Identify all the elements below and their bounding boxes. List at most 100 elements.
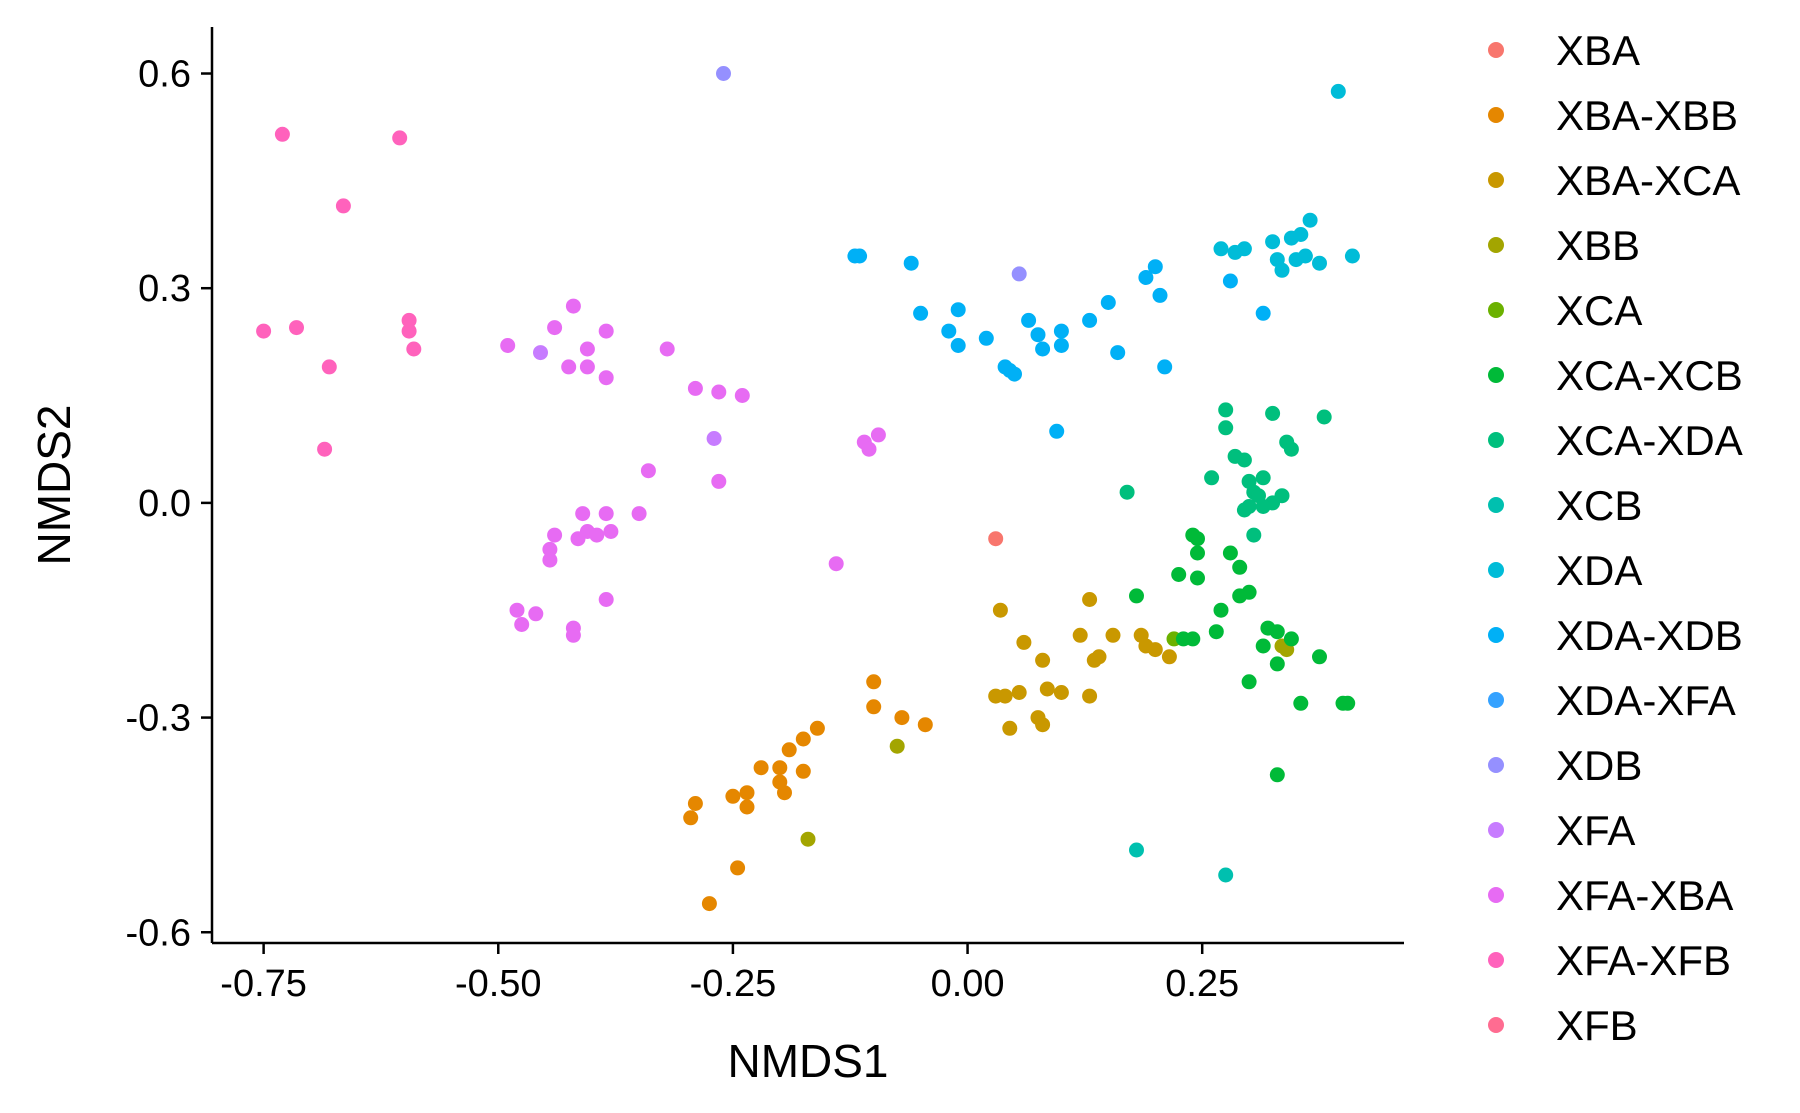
data-point — [809, 720, 825, 736]
legend-item: XFA — [1488, 807, 1635, 854]
data-point — [1204, 470, 1220, 486]
data-point — [861, 441, 877, 457]
data-point — [1110, 345, 1126, 361]
data-point — [1255, 638, 1271, 654]
data-point — [753, 760, 769, 776]
data-point — [1344, 248, 1360, 264]
data-point — [730, 860, 746, 876]
data-point — [1049, 423, 1065, 439]
data-point — [528, 606, 544, 622]
data-point — [777, 785, 792, 801]
data-point — [739, 799, 755, 815]
data-point — [711, 473, 727, 489]
data-point — [1035, 341, 1051, 357]
y-tick-label: 0.3 — [138, 268, 191, 310]
data-point — [659, 341, 675, 357]
y-ticks-layer: -0.6 -0.3 0.0 0.3 0.6 — [126, 54, 212, 954]
data-point — [701, 896, 717, 912]
data-point — [1035, 717, 1051, 733]
legend-item: XCA — [1488, 287, 1642, 334]
data-point — [1119, 484, 1135, 500]
legend: XBA XBA-XBB XBA-XCA XBB XCA XCA-XCB XCA-XDA XCB… — [1488, 27, 1743, 1049]
legend-item: XCA-XDA — [1488, 417, 1743, 464]
data-point — [1190, 570, 1205, 586]
data-point — [866, 699, 882, 715]
data-point — [500, 338, 516, 353]
legend-swatch — [1488, 432, 1504, 448]
data-point — [1269, 656, 1285, 672]
legend-item: XBA-XBB — [1488, 92, 1738, 139]
data-point — [739, 785, 755, 801]
data-point — [950, 338, 966, 353]
data-point — [997, 688, 1013, 704]
x-tick-label: -0.25 — [690, 963, 777, 1005]
data-point — [1138, 270, 1154, 285]
data-point — [1053, 685, 1069, 700]
data-point — [509, 602, 525, 618]
legend-swatch — [1488, 887, 1504, 903]
data-point — [1293, 227, 1309, 242]
legend-swatch — [1488, 497, 1504, 513]
legend-item: XBA-XCA — [1488, 157, 1740, 204]
data-point — [734, 388, 750, 403]
data-point — [1082, 312, 1098, 328]
data-point — [1312, 649, 1327, 665]
data-point — [575, 506, 591, 522]
legend-item: XBB — [1488, 222, 1640, 269]
data-point — [852, 248, 868, 264]
data-point — [406, 341, 422, 357]
legend-label: XDA-XFA — [1556, 677, 1736, 724]
data-point — [1082, 592, 1098, 607]
data-point — [1147, 259, 1163, 275]
data-point — [1232, 588, 1248, 604]
data-point — [1082, 688, 1098, 704]
data-point — [1222, 545, 1238, 561]
legend-swatch — [1488, 302, 1504, 318]
data-point — [889, 738, 905, 754]
legend-label: XDA — [1556, 547, 1642, 594]
data-point — [1274, 262, 1290, 278]
data-point — [1072, 627, 1088, 643]
data-point — [978, 330, 994, 346]
data-point — [1053, 338, 1069, 353]
data-point — [547, 320, 563, 336]
data-point — [579, 341, 595, 357]
legend-swatch — [1488, 692, 1504, 708]
data-point — [1053, 323, 1069, 339]
data-point — [317, 441, 333, 457]
legend-label: XCB — [1556, 482, 1642, 529]
y-tick-label: 0.6 — [138, 54, 191, 96]
data-point — [894, 710, 910, 726]
data-point — [631, 506, 647, 522]
legend-item: XCA-XCB — [1488, 352, 1743, 399]
x-tick-label: -0.75 — [220, 963, 307, 1005]
data-point — [683, 810, 699, 826]
data-point — [1129, 588, 1144, 604]
legend-swatch — [1488, 757, 1504, 773]
data-point — [1213, 241, 1229, 257]
data-point — [1007, 366, 1022, 382]
data-point — [917, 717, 933, 733]
legend-item: XFA-XBA — [1488, 872, 1733, 919]
data-point — [1152, 287, 1168, 303]
y-axis-title: NMDS2 — [28, 404, 80, 565]
data-point — [1255, 305, 1271, 321]
data-point — [589, 527, 605, 543]
data-point — [321, 359, 337, 375]
legend-item: XDA-XFA — [1488, 677, 1736, 724]
legend-swatch — [1488, 627, 1504, 643]
data-point — [640, 463, 656, 479]
data-point — [1171, 567, 1187, 582]
data-point — [687, 796, 703, 811]
data-point — [1218, 867, 1234, 883]
data-point — [289, 320, 304, 336]
legend-item: XDA-XDB — [1488, 612, 1743, 659]
data-point — [1190, 531, 1205, 547]
data-point — [772, 760, 788, 776]
y-tick-label: -0.3 — [126, 698, 191, 740]
data-point — [870, 427, 886, 443]
data-point — [1002, 720, 1018, 736]
data-point — [781, 742, 797, 758]
data-point — [1232, 559, 1248, 575]
